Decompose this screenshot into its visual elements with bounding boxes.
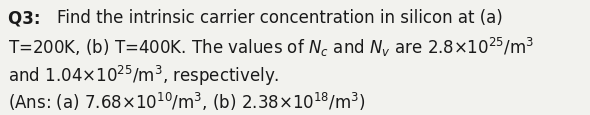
Text: T=200K, (b) T=400K. The values of $N_c$ and $N_v$ are 2.8×10$^{25}$/m$^3$: T=200K, (b) T=400K. The values of $N_c$ … [8, 36, 534, 58]
Text: Find the intrinsic carrier concentration in silicon at (a): Find the intrinsic carrier concentration… [57, 9, 503, 27]
Text: and 1.04×10$^{25}$/m$^3$, respectively.: and 1.04×10$^{25}$/m$^3$, respectively. [8, 63, 279, 87]
Text: (Ans: (a) 7.68×10$^{10}$/m$^3$, (b) 2.38×10$^{18}$/m$^3$): (Ans: (a) 7.68×10$^{10}$/m$^3$, (b) 2.38… [8, 90, 365, 112]
Text: Q3:: Q3: [8, 9, 46, 27]
